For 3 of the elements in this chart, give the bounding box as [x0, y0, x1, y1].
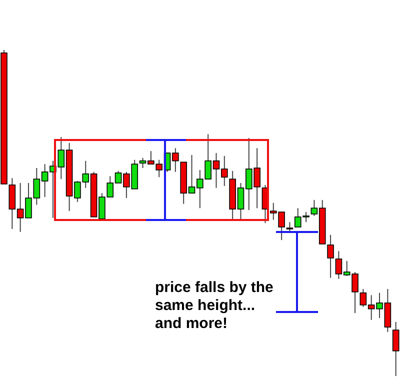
candlestick [392, 321, 400, 376]
annotation: price falls by the same height... and more! [155, 279, 274, 333]
candlestick [327, 234, 334, 278]
